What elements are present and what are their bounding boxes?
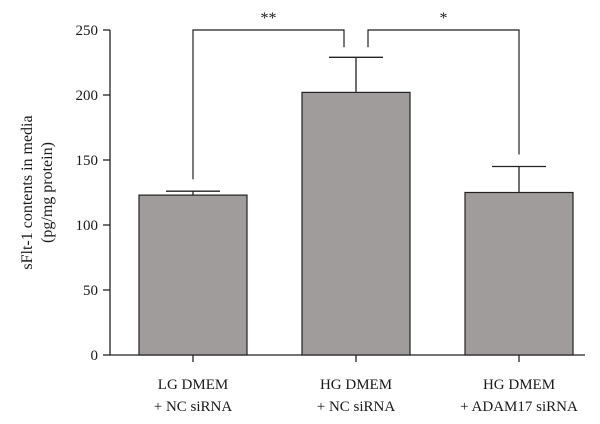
- significance-label: *: [440, 10, 448, 27]
- x-category-label: + ADAM17 siRNA: [460, 399, 578, 415]
- x-category-label: HG DMEM: [483, 377, 555, 393]
- x-tick-labels: LG DMEM + NC siRNA HG DMEM + NC siRNA HG DME…: [154, 377, 578, 415]
- x-category-label: HG DMEM: [320, 377, 392, 393]
- y-axis-title-line: (pg/mg protein): [39, 142, 56, 243]
- significance-bracket: [192, 29, 345, 180]
- bar: [301, 91, 411, 356]
- y-tick-label: 100: [76, 218, 99, 234]
- y-tick-label: 0: [91, 348, 99, 364]
- y-tick-label: 150: [76, 153, 99, 169]
- significance-brackets: ** *: [192, 10, 520, 180]
- significance-bracket: [367, 29, 520, 155]
- y-tick-label: 200: [76, 88, 99, 104]
- significance-label: **: [261, 10, 277, 27]
- x-category-label: + NC siRNA: [154, 399, 233, 415]
- bars: [138, 91, 574, 356]
- bar: [464, 191, 574, 356]
- y-ticks: 0 50 100 150 200 250: [76, 23, 110, 364]
- y-tick-label: 50: [83, 283, 98, 299]
- y-axis-title: sFlt-1 contents in media (pg/mg protein): [19, 115, 56, 269]
- bar: [138, 194, 248, 356]
- x-category-label: LG DMEM: [158, 377, 228, 393]
- y-tick-label: 250: [76, 23, 99, 39]
- error-bars: [166, 56, 546, 196]
- x-category-label: + NC siRNA: [317, 399, 396, 415]
- y-axis-title-line: sFlt-1 contents in media: [19, 115, 36, 269]
